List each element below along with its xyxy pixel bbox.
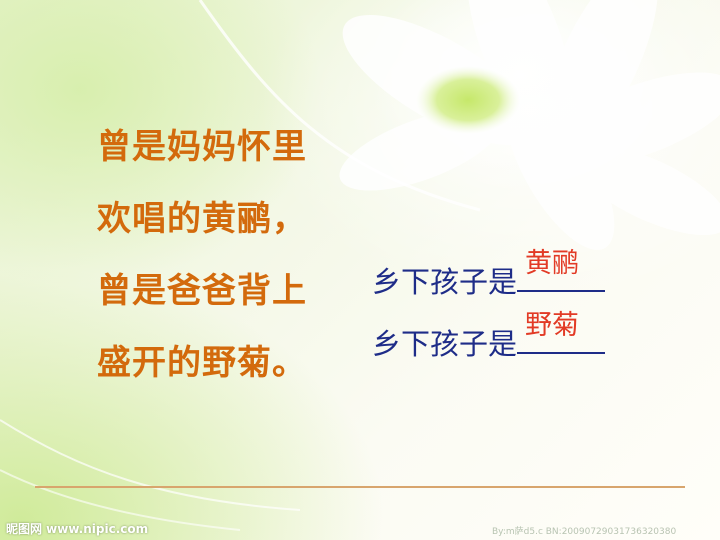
answer-line-1: 乡下孩子是 黄鹂 [372,248,606,300]
poem-line: 曾是妈妈怀里 [97,127,307,167]
poem-line: 盛开的野菊。 [97,343,307,383]
answer-prefix: 乡下孩子是 [372,327,518,361]
poem-line: 曾是爸爸背上 [97,271,307,311]
answer-line-2: 乡下孩子是 野菊 [372,310,606,362]
answer-blank: 黄鹂 [517,248,606,292]
watermark-right: By:m萨d5.c BN:20090729031736320380 [492,527,677,537]
answer-blank: 野菊 [517,310,606,354]
answer-fill: 野菊 [525,310,580,341]
poem-lines: 曾是妈妈怀里 欢唱的黄鹂， 曾是爸爸背上 盛开的野菊。 [97,121,307,409]
watermark-left: 昵图网 www.nipic.com [6,522,149,536]
poem-line: 欢唱的黄鹂， [97,199,307,239]
answer-fill: 黄鹂 [525,248,580,279]
answer-prefix: 乡下孩子是 [372,265,518,299]
divider-line [35,486,685,488]
